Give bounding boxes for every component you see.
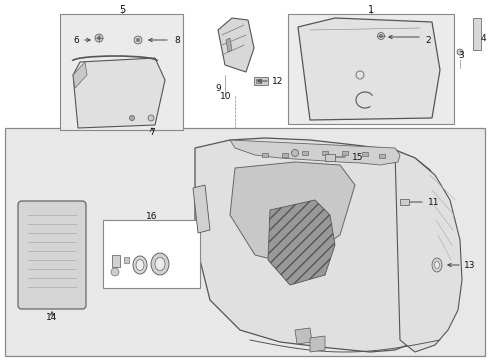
- Polygon shape: [218, 18, 254, 72]
- Text: 12: 12: [272, 77, 284, 86]
- Circle shape: [137, 39, 140, 41]
- Bar: [124, 257, 129, 263]
- Polygon shape: [193, 185, 210, 233]
- Text: 3: 3: [458, 50, 464, 59]
- Ellipse shape: [432, 258, 442, 272]
- Bar: [400, 199, 409, 205]
- Text: 15: 15: [352, 153, 364, 162]
- Text: 10: 10: [220, 91, 232, 100]
- Bar: [473, 18, 481, 50]
- Circle shape: [129, 116, 134, 121]
- Text: 13: 13: [464, 261, 476, 270]
- Polygon shape: [195, 138, 455, 352]
- Bar: [362, 152, 368, 156]
- Ellipse shape: [136, 260, 144, 270]
- Circle shape: [148, 115, 154, 121]
- Bar: [282, 153, 288, 157]
- Ellipse shape: [133, 256, 147, 274]
- Text: 8: 8: [174, 36, 180, 45]
- Text: 2: 2: [425, 36, 431, 45]
- Bar: [325, 154, 335, 161]
- Circle shape: [134, 36, 142, 44]
- Polygon shape: [310, 336, 325, 352]
- Text: 9: 9: [215, 84, 221, 93]
- Polygon shape: [230, 140, 400, 165]
- Circle shape: [457, 49, 463, 55]
- Circle shape: [379, 35, 383, 37]
- Bar: [288, 14, 454, 124]
- Ellipse shape: [155, 257, 165, 270]
- Bar: [342, 151, 348, 155]
- Text: 1: 1: [368, 5, 374, 15]
- Polygon shape: [226, 38, 232, 52]
- Bar: [254, 77, 268, 85]
- Circle shape: [95, 34, 103, 42]
- Bar: [302, 151, 308, 155]
- Text: 6: 6: [73, 36, 79, 45]
- Polygon shape: [268, 200, 335, 285]
- Polygon shape: [73, 62, 87, 88]
- Bar: [322, 151, 328, 155]
- Text: 7: 7: [149, 127, 155, 136]
- Polygon shape: [295, 328, 312, 344]
- FancyBboxPatch shape: [18, 201, 86, 309]
- Bar: [112, 255, 120, 267]
- Bar: [256, 79, 261, 83]
- Polygon shape: [395, 150, 462, 352]
- Ellipse shape: [435, 261, 440, 269]
- Circle shape: [292, 149, 298, 157]
- Bar: [5, 128, 485, 356]
- Text: 16: 16: [146, 212, 158, 220]
- Circle shape: [111, 268, 119, 276]
- Text: 11: 11: [428, 198, 440, 207]
- Text: 14: 14: [47, 314, 58, 323]
- Bar: [262, 153, 268, 157]
- Ellipse shape: [151, 253, 169, 275]
- Text: 4: 4: [480, 33, 486, 42]
- Bar: [60, 14, 183, 130]
- Circle shape: [377, 32, 385, 40]
- Circle shape: [98, 36, 100, 40]
- Polygon shape: [298, 18, 440, 120]
- Polygon shape: [230, 162, 355, 265]
- Bar: [103, 220, 200, 288]
- Text: 5: 5: [119, 5, 125, 15]
- Bar: [379, 154, 385, 158]
- Polygon shape: [73, 58, 165, 128]
